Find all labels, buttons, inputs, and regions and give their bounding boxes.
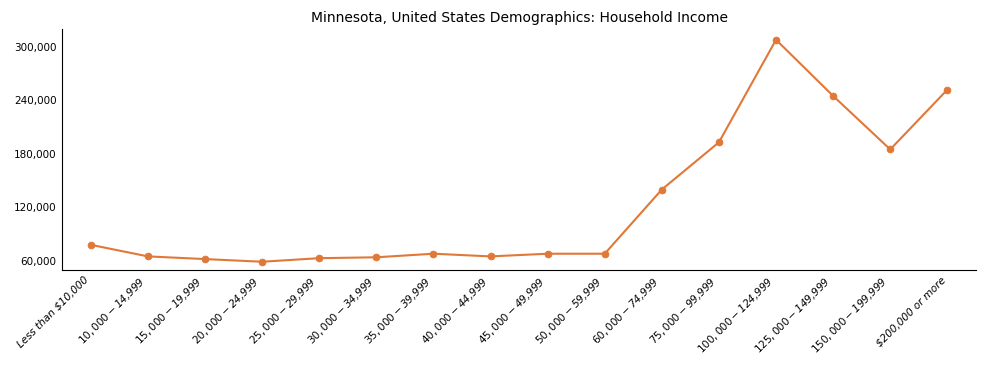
Title: Minnesota, United States Demographics: Household Income: Minnesota, United States Demographics: H… xyxy=(311,11,727,25)
